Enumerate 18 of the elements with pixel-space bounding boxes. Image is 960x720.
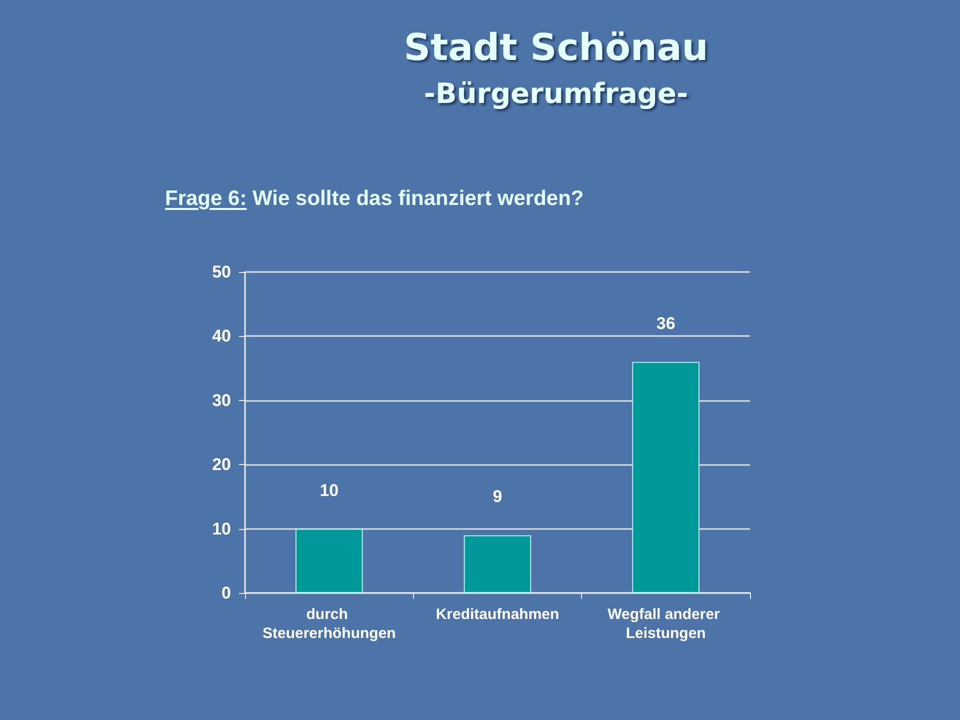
text: Frage 6: Wie sollte das finanziert werden? — [165, 186, 584, 212]
y-tick-label: 20 — [212, 455, 231, 474]
y-tick-label: 40 — [212, 326, 231, 346]
x-tick-label: Wegfall anderer Leistungen — [608, 606, 724, 642]
data-label: 10 — [320, 480, 339, 500]
y-tick-label: 0 — [222, 584, 231, 602]
x-tick-label: Kreditaufnahmen — [436, 606, 560, 623]
x-tick-label: durch Steuererhöhungen — [262, 606, 396, 642]
data-label: 9 — [492, 487, 502, 506]
bar — [296, 528, 363, 593]
data-label: 36 — [656, 314, 676, 333]
bar — [632, 362, 700, 593]
y-tick-label: 10 — [212, 519, 231, 538]
y-tick-label: 50 — [212, 262, 231, 282]
chart-title: Stadt Schönau — [402, 26, 710, 69]
chart-subtitle: -Bürgerumfrage- — [422, 77, 690, 110]
y-tick-label: 30 — [212, 390, 231, 410]
bar — [464, 535, 532, 593]
